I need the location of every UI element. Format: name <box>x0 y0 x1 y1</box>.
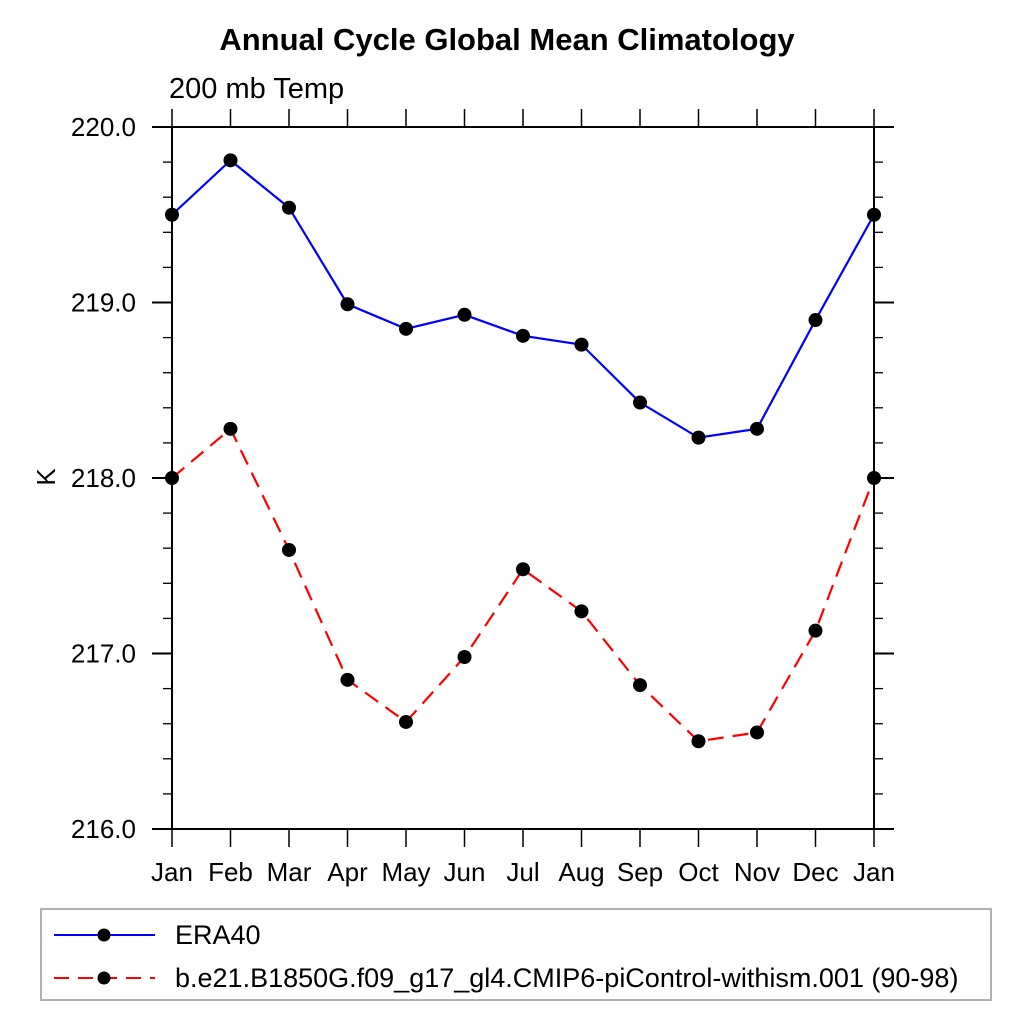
legend-label: b.e21.B1850G.f09_g17_gl4.CMIP6-piControl… <box>175 962 959 993</box>
data-point-marker <box>399 714 413 729</box>
data-point-marker <box>574 337 589 352</box>
x-tick-label: Oct <box>678 857 719 887</box>
y-tick-label: 220.0 <box>71 112 136 142</box>
legend-key-marker <box>97 971 111 985</box>
data-point-marker <box>457 650 472 665</box>
data-point-marker <box>516 328 530 343</box>
legend-label: ERA40 <box>175 919 261 950</box>
data-point-marker <box>282 542 296 557</box>
data-point-marker <box>750 421 764 436</box>
data-point-marker <box>691 430 706 445</box>
data-point-marker <box>165 471 179 485</box>
chart-title: Annual Cycle Global Mean Climatology <box>219 22 795 57</box>
data-point-marker <box>867 471 881 485</box>
x-tick-label: Apr <box>327 857 368 887</box>
y-tick-label: 216.0 <box>71 814 136 844</box>
data-point-marker <box>808 623 823 638</box>
x-tick-label: Nov <box>734 857 780 887</box>
x-tick-label: Aug <box>558 857 604 887</box>
data-point-marker <box>457 307 472 322</box>
data-point-marker <box>808 313 823 328</box>
x-tick-label: Mar <box>267 857 312 887</box>
data-point-marker <box>516 562 530 577</box>
x-tick-label: Jan <box>151 857 193 887</box>
data-point-marker <box>340 297 355 312</box>
x-tick-label: Jan <box>853 857 895 887</box>
x-tick-label: Feb <box>208 857 253 887</box>
x-tick-label: Sep <box>617 857 663 887</box>
plot-frame <box>171 126 875 830</box>
data-point-marker <box>165 207 179 222</box>
data-point-marker <box>867 207 881 222</box>
data-point-marker <box>691 734 706 749</box>
legend-key-dashed-line-icon <box>54 971 155 985</box>
data-point-marker <box>223 421 238 436</box>
legend-key-marker <box>97 928 111 942</box>
data-point-marker <box>633 395 647 410</box>
x-tick-label: May <box>381 857 430 887</box>
data-point-marker <box>574 604 589 619</box>
x-tick-label: Dec <box>792 857 838 887</box>
data-point-marker <box>633 678 647 693</box>
data-point-marker <box>340 672 355 687</box>
data-point-marker <box>750 725 764 740</box>
series-line-dashed <box>171 427 876 743</box>
x-tick-label: Jun <box>444 857 486 887</box>
chart-subtitle: 200 mb Temp <box>169 73 345 105</box>
legend: ERA40 b.e21.B1850G.f09_g17_gl4.CMIP6-piC… <box>40 908 992 1001</box>
y-tick-label: 219.0 <box>71 288 136 318</box>
series-line-solid <box>171 158 875 439</box>
legend-item-era40: ERA40 <box>52 920 261 950</box>
legend-key-solid-line-icon <box>54 928 155 942</box>
data-point-marker <box>399 321 413 336</box>
y-tick-label: 217.0 <box>71 639 136 669</box>
legend-item-model: b.e21.B1850G.f09_g17_gl4.CMIP6-piControl… <box>52 963 958 993</box>
data-point-marker <box>223 153 238 168</box>
data-point-marker <box>282 200 296 215</box>
y-tick-label: 218.0 <box>71 463 136 493</box>
x-tick-label: Jul <box>506 857 539 887</box>
